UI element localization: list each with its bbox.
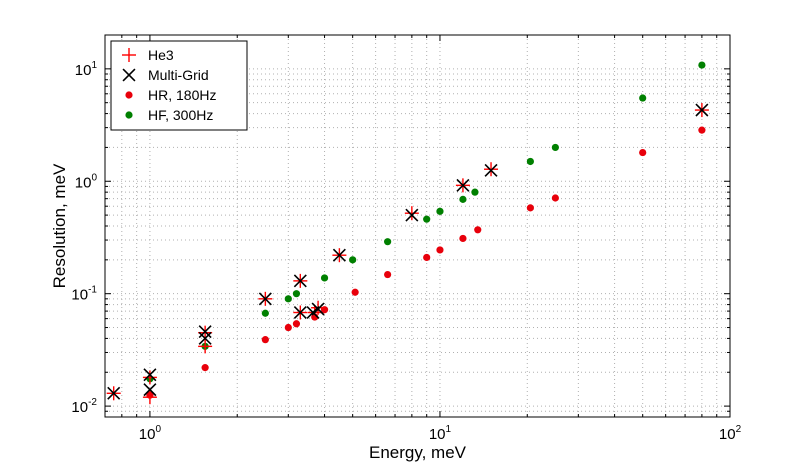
data-point-hf-300hz [284,295,292,303]
y-tick-label: 100 [75,172,98,191]
data-point-he3 [484,162,499,177]
data-point-multi-grid [143,383,157,397]
data-point-multi-grid [332,248,346,262]
legend-marker-multi-grid [122,68,136,82]
data-point-hf-300hz [471,188,479,196]
data-point-hf-300hz [551,143,559,152]
x-tick-label: 101 [429,424,452,443]
x-axis-label: Energy, meV [369,443,467,462]
legend-box [110,40,248,131]
data-point-hf-300hz [320,274,329,282]
data-point-hf-300hz [639,94,647,102]
y-axis-tick-labels: 10-2 10-1 100 101 [71,60,97,416]
data-point-hr-180hz [698,126,706,134]
data-point-multi-grid [143,368,157,382]
data-point-hr-180hz [459,234,467,243]
x-axis-tick-labels: 100 101 102 [139,424,742,443]
data-point-multi-grid [107,386,121,400]
data-point-hf-300hz [423,215,431,223]
axis-tick-marks [104,34,731,418]
data-point-multi-grid [311,302,325,316]
x-tick-label: 102 [719,424,742,443]
data-point-multi-grid [484,163,498,177]
data-point-hf-300hz [349,256,357,264]
data-point-hr-180hz [474,226,482,234]
data-point-hf-300hz [526,157,534,166]
data-point-hr-180hz [551,194,559,202]
data-point-hr-180hz [526,204,534,212]
data-point-he3 [404,206,419,221]
data-point-multi-grid [258,292,272,306]
data-point-multi-grid [405,208,419,222]
data-point-hr-180hz [423,253,431,262]
series-multi-grid [107,103,709,400]
y-axis-label: Resolution, meV [50,163,69,288]
legend-label-hf-300hz: HF, 300Hz [148,107,213,123]
grid-lines [104,35,730,417]
legend-label-hr-180hz: HR, 180Hz [148,87,216,103]
data-point-multi-grid [456,178,470,192]
data-point-hr-180hz [384,270,392,279]
data-point-hr-180hz [292,320,301,328]
data-point-hf-300hz [261,309,269,317]
data-point-he3 [198,339,213,354]
data-point-hr-180hz [351,288,359,296]
data-point-he3 [142,370,157,385]
legend-label-multi-grid: Multi-Grid [148,67,209,83]
data-point-multi-grid [293,305,307,320]
data-point-hf-300hz [292,290,301,298]
data-point-multi-grid [198,325,212,339]
data-point-hf-300hz [459,195,467,203]
y-tick-label: 10-2 [71,397,97,416]
legend: He3 Multi-Grid HR, 180Hz HF, 300Hz [110,40,248,131]
legend-marker-he3 [122,48,136,62]
data-point-hr-180hz [284,323,292,332]
y-tick-label: 10-1 [71,285,97,304]
data-points [106,61,709,405]
data-point-hr-180hz [261,336,269,344]
data-point-multi-grid [293,274,307,288]
data-point-hr-180hz [201,364,209,372]
legend-marker-hr-180hz [125,91,133,99]
x-tick-label: 100 [139,424,162,443]
data-point-hr-180hz [639,148,647,157]
data-point-hr-180hz [436,246,444,254]
y-tick-label: 101 [75,60,98,79]
data-point-hf-300hz [698,61,706,69]
series-hr-180hz [146,126,706,399]
legend-label-he3: He3 [148,47,174,63]
data-point-multi-grid [695,103,709,117]
data-point-hf-300hz [384,238,392,246]
data-point-hf-300hz [436,207,444,215]
data-point-he3 [142,390,157,405]
legend-marker-hf-300hz [125,111,133,119]
